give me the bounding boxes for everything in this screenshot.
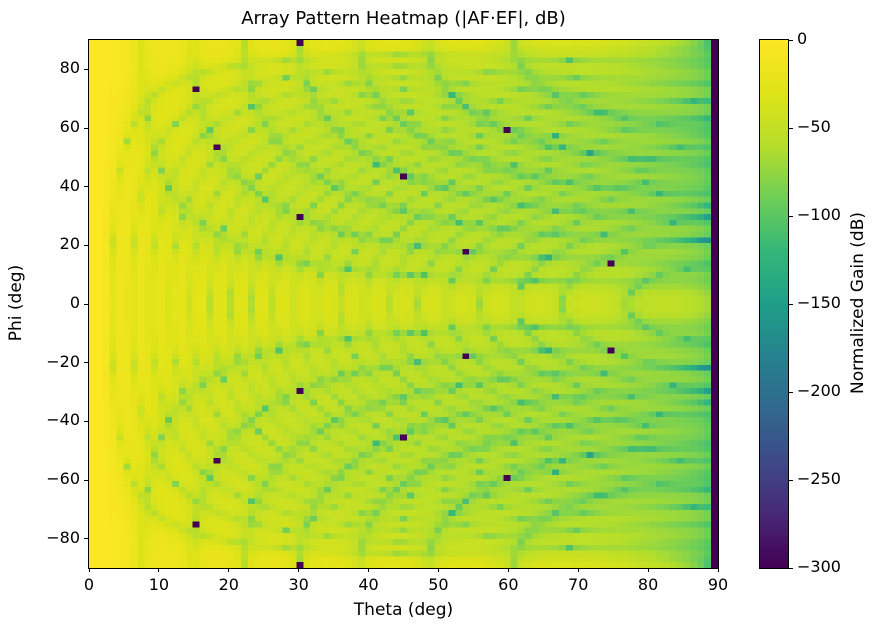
y-tick-mark: [84, 244, 88, 246]
x-tick-label: 50: [428, 575, 449, 594]
colorbar: [759, 39, 789, 569]
y-tick-label: 20: [59, 234, 80, 254]
heatmap-canvas: [89, 40, 718, 568]
colorbar-tick-mark: [789, 39, 793, 41]
x-tick-mark: [437, 568, 439, 572]
y-tick-mark: [84, 362, 88, 364]
colorbar-tick-mark: [789, 391, 793, 393]
colorbar-tick-label: −50: [797, 117, 831, 136]
x-tick-mark: [158, 568, 160, 572]
colorbar-tick-mark: [789, 303, 793, 305]
x-tick-label: 0: [83, 575, 95, 594]
x-tick-mark: [507, 568, 509, 572]
y-tick-mark: [84, 303, 88, 305]
y-tick-mark: [84, 68, 88, 70]
x-tick-mark: [298, 568, 300, 572]
y-tick-label: −80: [46, 527, 80, 547]
y-tick-mark: [84, 127, 88, 129]
x-tick-label: 80: [637, 575, 659, 594]
colorbar-tick-label: −250: [797, 469, 841, 488]
y-tick-mark: [84, 420, 88, 422]
colorbar-tick-label: 0: [797, 29, 808, 48]
colorbar-tick-mark: [789, 127, 793, 129]
colorbar-label: Normalized Gain (dB): [848, 211, 868, 395]
colorbar-tick-label: −100: [797, 205, 841, 224]
y-tick-label: −20: [46, 351, 80, 371]
x-tick-mark: [228, 568, 230, 572]
colorbar-tick-label: −200: [797, 381, 841, 400]
x-axis-label: Theta (deg): [353, 600, 454, 620]
colorbar-tick-mark: [789, 567, 793, 569]
y-axis-label: Phi (deg): [6, 264, 26, 342]
y-tick-label: 80: [59, 58, 80, 78]
x-tick-label: 70: [568, 575, 589, 594]
x-tick-mark: [717, 568, 719, 572]
x-tick-label: 90: [707, 575, 729, 594]
y-tick-mark: [84, 479, 88, 481]
x-tick-mark: [88, 568, 90, 572]
x-tick-mark: [577, 568, 579, 572]
x-tick-label: 10: [148, 575, 170, 594]
y-tick-label: 40: [59, 175, 80, 195]
colorbar-tick-label: −300: [797, 557, 841, 576]
y-tick-mark: [84, 186, 88, 188]
colorbar-tick-mark: [789, 215, 793, 217]
x-tick-mark: [647, 568, 649, 572]
x-tick-label: 40: [358, 575, 379, 594]
chart-title: Array Pattern Heatmap (|AF·EF|, dB): [241, 8, 566, 29]
plot-area: [88, 39, 719, 569]
y-tick-label: 0: [69, 293, 80, 312]
y-tick-label: −40: [46, 410, 80, 430]
colorbar-tick-label: −150: [797, 293, 841, 312]
y-tick-label: −60: [46, 469, 80, 488]
x-tick-mark: [368, 568, 370, 572]
x-tick-label: 30: [288, 575, 309, 594]
colorbar-tick-mark: [789, 479, 793, 481]
x-tick-label: 20: [218, 575, 239, 594]
x-tick-label: 60: [498, 575, 519, 594]
y-tick-mark: [84, 538, 88, 540]
colorbar-gradient-canvas: [760, 40, 788, 568]
y-tick-label: 60: [59, 117, 80, 136]
